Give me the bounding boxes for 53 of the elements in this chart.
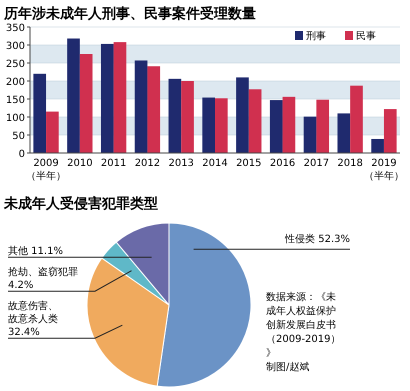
y-tick-label: 50 (12, 131, 25, 142)
bar (270, 100, 283, 153)
bar (134, 60, 148, 153)
bar (202, 98, 215, 153)
bar (114, 42, 126, 153)
bar (384, 109, 397, 153)
x-tick-label: 2018 (337, 158, 363, 169)
bar (316, 100, 330, 153)
bar (33, 74, 46, 153)
data-label: 4.2% (8, 280, 34, 292)
y-tick-label: 300 (6, 41, 25, 52)
y-tick-label: 0 (18, 149, 25, 160)
bar (168, 78, 182, 153)
slice-label: 抢劫、盗窃犯罪 (8, 266, 78, 278)
y-tick-label: 100 (6, 113, 25, 124)
bar (100, 44, 114, 153)
bar (248, 89, 262, 153)
bar (282, 96, 296, 153)
x-tick-label: 2017 (304, 158, 330, 169)
chart-title: 历年涉未成年人刑事、民事案件受理数量 (3, 5, 256, 22)
x-tick-label: 2011 (100, 158, 126, 169)
bar (80, 54, 93, 153)
bar (304, 116, 316, 153)
x-tick-label: 2013 (168, 158, 194, 169)
y-tick-label: 250 (6, 59, 25, 70)
x-tick-label: 2019（半年） (364, 158, 404, 182)
x-tick-label: 2009（半年） (26, 158, 66, 182)
bar (371, 138, 384, 153)
bar (181, 81, 194, 153)
x-tick-label: 2012 (134, 158, 160, 169)
bar (350, 86, 363, 153)
text: 制图/赵斌 (266, 361, 310, 373)
x-tick-label: 2010 (67, 158, 93, 169)
bar (236, 77, 249, 153)
y-tick-label: 150 (6, 95, 25, 106)
x-tick-label: 2015 (236, 158, 262, 169)
y-tick-label: 200 (6, 77, 25, 88)
bar (46, 112, 59, 153)
legend-label: 刑事 (306, 30, 326, 42)
slice-label: 其他 11.1% (8, 245, 63, 258)
y-tick-label: 350 (6, 23, 25, 34)
x-tick-label: 2016 (270, 158, 296, 169)
slice-label: 性侵类 52.3% (284, 233, 350, 246)
legend-label: 民事 (356, 30, 376, 42)
source-note: 数据来源：《未成年人权益保护创新发展白皮书（2009-2019）》 (266, 291, 341, 359)
slice-label: 故意伤害、故意杀人类 (8, 300, 58, 326)
bar (147, 66, 160, 153)
x-tick-label: 2014 (202, 158, 228, 169)
chart-title: 未成年人受侵害犯罪类型 (3, 195, 158, 212)
bar (215, 98, 228, 153)
bar (337, 113, 350, 153)
data-label: 32.4% (8, 327, 40, 338)
bar (67, 38, 80, 153)
